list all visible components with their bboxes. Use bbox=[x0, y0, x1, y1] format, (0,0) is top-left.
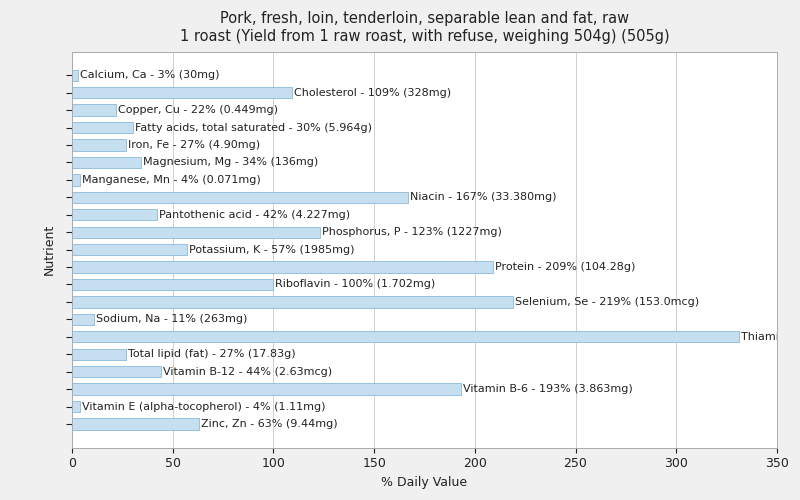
X-axis label: % Daily Value: % Daily Value bbox=[382, 476, 467, 489]
Text: Niacin - 167% (33.380mg): Niacin - 167% (33.380mg) bbox=[410, 192, 557, 202]
Bar bbox=[72, 401, 80, 412]
Text: Total lipid (fat) - 27% (17.83g): Total lipid (fat) - 27% (17.83g) bbox=[129, 349, 296, 359]
Text: Fatty acids, total saturated - 30% (5.964g): Fatty acids, total saturated - 30% (5.96… bbox=[134, 122, 371, 132]
Text: Iron, Fe - 27% (4.90mg): Iron, Fe - 27% (4.90mg) bbox=[129, 140, 261, 150]
Text: Pantothenic acid - 42% (4.227mg): Pantothenic acid - 42% (4.227mg) bbox=[158, 210, 350, 220]
Text: Vitamin B-6 - 193% (3.863mg): Vitamin B-6 - 193% (3.863mg) bbox=[462, 384, 633, 394]
Bar bbox=[72, 314, 94, 325]
Bar bbox=[72, 384, 461, 394]
Text: Manganese, Mn - 4% (0.071mg): Manganese, Mn - 4% (0.071mg) bbox=[82, 175, 261, 185]
Text: Phosphorus, P - 123% (1227mg): Phosphorus, P - 123% (1227mg) bbox=[322, 227, 502, 237]
Bar bbox=[72, 87, 291, 99]
Text: Protein - 209% (104.28g): Protein - 209% (104.28g) bbox=[495, 262, 635, 272]
Text: Vitamin B-12 - 44% (2.63mcg): Vitamin B-12 - 44% (2.63mcg) bbox=[162, 366, 332, 376]
Text: Cholesterol - 109% (328mg): Cholesterol - 109% (328mg) bbox=[294, 88, 450, 98]
Bar bbox=[72, 296, 513, 308]
Text: Potassium, K - 57% (1985mg): Potassium, K - 57% (1985mg) bbox=[189, 244, 354, 254]
Bar bbox=[72, 348, 126, 360]
Bar bbox=[72, 262, 493, 272]
Y-axis label: Nutrient: Nutrient bbox=[43, 224, 56, 275]
Bar bbox=[72, 331, 738, 342]
Text: Copper, Cu - 22% (0.449mg): Copper, Cu - 22% (0.449mg) bbox=[118, 105, 278, 115]
Text: Riboflavin - 100% (1.702mg): Riboflavin - 100% (1.702mg) bbox=[275, 280, 436, 289]
Text: Zinc, Zn - 63% (9.44mg): Zinc, Zn - 63% (9.44mg) bbox=[201, 419, 338, 429]
Bar bbox=[72, 418, 199, 430]
Text: Thiamin - 331% (4.959mg): Thiamin - 331% (4.959mg) bbox=[741, 332, 800, 342]
Bar bbox=[72, 244, 187, 256]
Bar bbox=[72, 366, 161, 378]
Title: Pork, fresh, loin, tenderloin, separable lean and fat, raw
1 roast (Yield from 1: Pork, fresh, loin, tenderloin, separable… bbox=[180, 11, 670, 44]
Bar bbox=[72, 122, 133, 134]
Bar bbox=[72, 192, 409, 203]
Bar bbox=[72, 140, 126, 150]
Bar bbox=[72, 226, 320, 238]
Bar bbox=[72, 104, 116, 116]
Text: Vitamin E (alpha-tocopherol) - 4% (1.11mg): Vitamin E (alpha-tocopherol) - 4% (1.11m… bbox=[82, 402, 326, 411]
Text: Selenium, Se - 219% (153.0mcg): Selenium, Se - 219% (153.0mcg) bbox=[515, 297, 699, 307]
Bar bbox=[72, 157, 141, 168]
Text: Magnesium, Mg - 34% (136mg): Magnesium, Mg - 34% (136mg) bbox=[142, 158, 318, 168]
Text: Calcium, Ca - 3% (30mg): Calcium, Ca - 3% (30mg) bbox=[80, 70, 220, 81]
Bar bbox=[72, 174, 80, 186]
Bar bbox=[72, 209, 157, 220]
Bar bbox=[72, 70, 78, 81]
Bar bbox=[72, 279, 274, 290]
Text: Sodium, Na - 11% (263mg): Sodium, Na - 11% (263mg) bbox=[96, 314, 248, 324]
